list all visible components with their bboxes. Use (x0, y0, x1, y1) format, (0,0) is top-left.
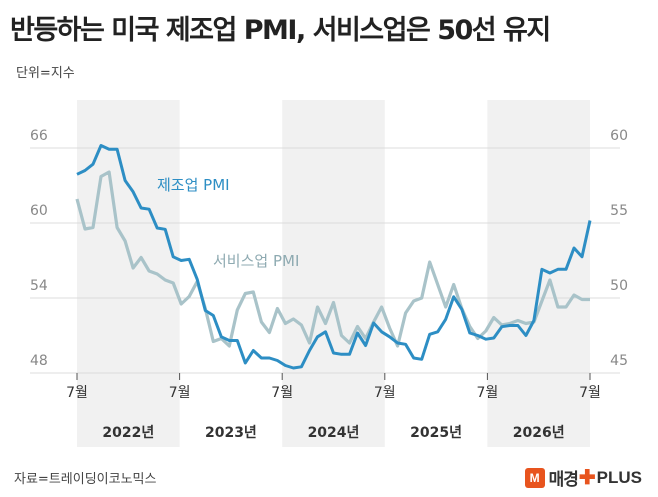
year-label: 2026년 (513, 425, 565, 441)
source-note: 자료=트레이딩이코노믹스 (14, 472, 157, 487)
series-lines (75, 144, 592, 370)
chart-title: 반등하는 미국 제조업 PMI, 서비스업은 50선 유지 (10, 15, 551, 46)
series-label-services: 서비스업 PMI (213, 252, 299, 270)
year-label: 2022년 (102, 425, 154, 441)
brand-cross-icon: ✚ (578, 467, 596, 489)
series-label-manufacturing: 제조업 PMI (157, 176, 230, 194)
right-tick-label: 45 (610, 353, 628, 369)
x-tick-label: 7월 (477, 385, 499, 401)
left-tick-label: 54 (30, 278, 48, 294)
x-axis: 7월 7월 7월 7월 7월 7월 (66, 373, 601, 401)
left-tick-label: 60 (30, 203, 48, 219)
shaded-period (282, 100, 385, 447)
brand-name: 매경 (548, 470, 579, 489)
brand-plus: PLUS (596, 467, 642, 487)
year-label: 2023년 (205, 425, 257, 441)
right-tick-label: 55 (610, 203, 628, 219)
left-axis: 66 60 54 48 (30, 128, 48, 369)
right-tick-label: 50 (610, 278, 628, 294)
shaded-period (77, 100, 180, 447)
shaded-period (487, 100, 590, 447)
year-labels: 2022년 2023년 2024년 2025년 2026년 (102, 425, 564, 441)
left-tick-label: 48 (30, 353, 48, 369)
right-axis: 60 55 50 45 (610, 128, 628, 369)
series-line-manufacturing (76, 144, 592, 370)
brand-badge-icon: M (524, 467, 545, 488)
shaded-periods (77, 100, 590, 447)
x-tick-label: 7월 (271, 385, 293, 401)
year-label: 2024년 (308, 425, 360, 441)
brand-logo: M 매경 ✚ PLUS (524, 465, 642, 490)
x-tick-label: 7월 (374, 385, 396, 401)
right-tick-label: 60 (610, 128, 628, 144)
unit-note: 단위=지수 (16, 66, 75, 81)
gridlines (30, 147, 620, 374)
series-line-services (75, 170, 590, 348)
year-label: 2025년 (410, 425, 462, 441)
left-tick-label: 66 (30, 128, 48, 144)
x-tick-label: 7월 (169, 385, 191, 401)
chart-svg: 66 60 54 48 60 55 50 45 7월 7월 7월 7월 7월 7월 2022년 2023… (30, 100, 628, 447)
x-tick-label: 7월 (579, 385, 601, 401)
x-tick-label: 7월 (66, 385, 88, 401)
